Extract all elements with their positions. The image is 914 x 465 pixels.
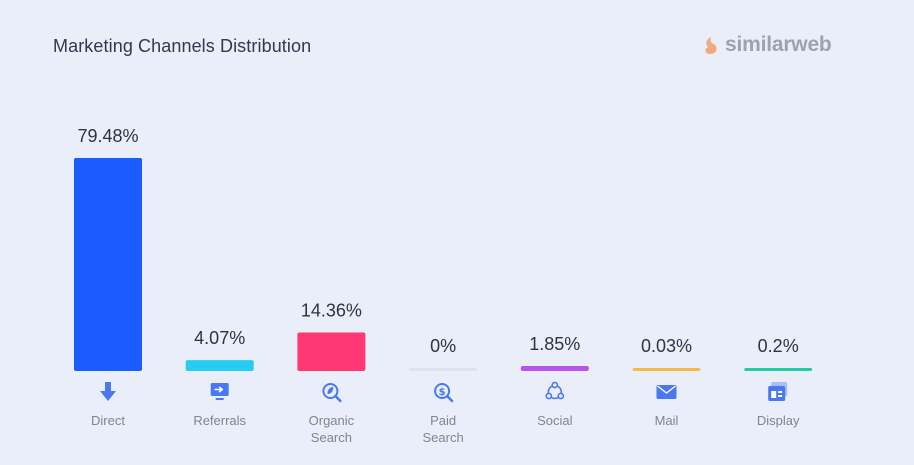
category-label: Search xyxy=(311,430,352,445)
value-label: 0% xyxy=(430,336,456,356)
value-label: 1.85% xyxy=(529,334,580,354)
value-label: 0.03% xyxy=(641,336,692,356)
category-label: Direct xyxy=(91,413,125,428)
category-label: Search xyxy=(422,430,463,445)
bar-paid-search[interactable] xyxy=(409,368,478,371)
bar-referrals[interactable] xyxy=(185,360,254,371)
arrow-down-icon xyxy=(100,382,116,401)
category-label: Paid xyxy=(430,413,456,428)
brand-name: similarweb xyxy=(725,33,832,56)
category-label: Referrals xyxy=(193,413,246,428)
bar-organic-search[interactable] xyxy=(297,332,366,371)
value-label: 14.36% xyxy=(301,301,362,321)
value-label: 4.07% xyxy=(194,328,245,348)
share-network-icon xyxy=(545,381,565,400)
value-label: 79.48% xyxy=(77,126,138,146)
chart-title: Marketing Channels Distribution xyxy=(53,36,312,56)
leaf-magnifier-icon xyxy=(322,383,342,403)
bar-mail[interactable] xyxy=(632,368,701,371)
svg-text:$: $ xyxy=(439,387,446,398)
similarweb-logo-icon xyxy=(705,37,717,54)
brand-logo: similarweb xyxy=(702,33,832,57)
bar-social[interactable] xyxy=(520,366,589,371)
category-label: Organic xyxy=(309,413,355,428)
bar-display[interactable] xyxy=(744,368,813,371)
category-label: Mail xyxy=(655,413,679,428)
category-label: Display xyxy=(757,413,800,428)
browser-window-icon xyxy=(768,382,788,401)
dollar-magnifier-icon: $ xyxy=(434,383,454,403)
bar-direct[interactable] xyxy=(74,158,142,371)
monitor-arrow-icon xyxy=(210,383,229,400)
value-label: 0.2% xyxy=(758,336,799,356)
envelope-icon xyxy=(656,385,677,399)
category-label: Social xyxy=(537,413,573,428)
